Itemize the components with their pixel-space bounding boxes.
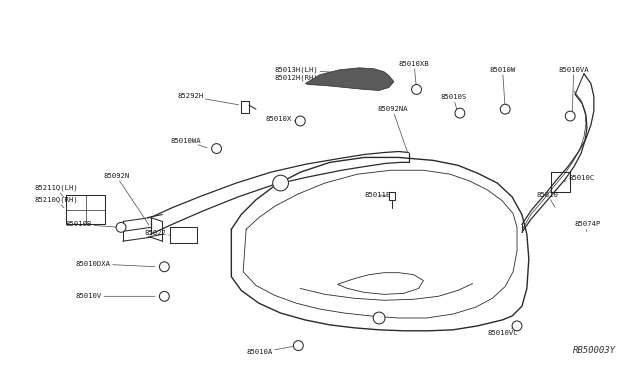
Circle shape xyxy=(116,222,126,232)
Text: 85022: 85022 xyxy=(145,230,170,236)
Circle shape xyxy=(159,291,170,301)
Circle shape xyxy=(412,84,422,94)
Text: 85010VC: 85010VC xyxy=(488,327,518,336)
Circle shape xyxy=(293,341,303,350)
Text: 85010DXA: 85010DXA xyxy=(76,261,155,267)
Text: 85010A: 85010A xyxy=(246,346,296,356)
Text: 85010W: 85010W xyxy=(490,67,516,106)
Circle shape xyxy=(296,116,305,126)
Text: 85010XB: 85010XB xyxy=(399,61,429,87)
Text: 85292H: 85292H xyxy=(177,93,239,105)
Text: 85011E: 85011E xyxy=(364,192,390,198)
Text: 85211Q(LH): 85211Q(LH) xyxy=(35,185,78,198)
Circle shape xyxy=(212,144,221,154)
Text: 85010B: 85010B xyxy=(66,221,118,227)
Circle shape xyxy=(373,312,385,324)
Text: 85010S: 85010S xyxy=(440,94,467,110)
Text: 85092N: 85092N xyxy=(103,173,149,225)
Circle shape xyxy=(565,111,575,121)
Circle shape xyxy=(159,262,170,272)
Circle shape xyxy=(500,104,510,114)
Text: 85010WA: 85010WA xyxy=(170,138,207,148)
Text: 85013H(LH): 85013H(LH) xyxy=(275,67,352,74)
Text: 85010X: 85010X xyxy=(266,116,296,122)
Text: 85010C: 85010C xyxy=(563,175,595,182)
Text: 85074P: 85074P xyxy=(574,221,600,231)
Circle shape xyxy=(512,321,522,331)
Text: 85810: 85810 xyxy=(537,192,559,207)
Text: 85010V: 85010V xyxy=(76,294,155,299)
Text: 85092NA: 85092NA xyxy=(377,106,408,153)
Text: 85210Q(RH): 85210Q(RH) xyxy=(35,196,78,208)
Text: 85010VA: 85010VA xyxy=(558,67,589,113)
Circle shape xyxy=(273,175,289,191)
Text: RB50003Y: RB50003Y xyxy=(573,346,616,355)
Polygon shape xyxy=(305,68,394,90)
Text: 85012H(RH): 85012H(RH) xyxy=(275,74,352,81)
Circle shape xyxy=(455,108,465,118)
